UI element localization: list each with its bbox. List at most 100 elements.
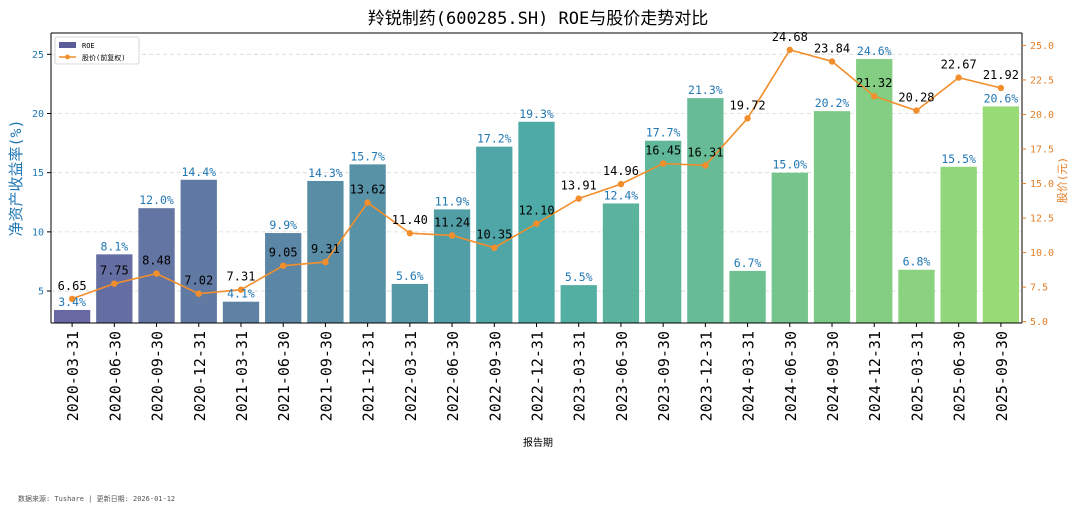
x-tick-label: 2024-06-30 [782,331,800,421]
roe-label: 12.4% [604,188,639,202]
roe-bar [644,140,682,323]
roe-bar [222,301,260,323]
roe-bar [729,270,766,323]
price-label: 7.02 [184,274,213,288]
right-tick-label: 5.0 [1030,317,1048,328]
x-tick-label: 2020-03-31 [64,331,82,421]
right-tick-label: 25.0 [1030,41,1054,52]
price-marker [575,195,582,202]
x-axis-title: 报告期 [523,436,553,449]
price-label: 11.40 [392,213,428,227]
roe-label: 4.1% [227,287,255,301]
price-label: 7.75 [100,264,129,278]
price-label: 13.62 [350,183,386,197]
roe-bars [53,59,1020,323]
legend-marker-price [65,54,70,60]
roe-label: 12.0% [139,193,174,207]
roe-bar [391,283,429,323]
price-label: 9.31 [311,242,340,256]
legend-label-price: 股价(前复权) [82,53,125,62]
chart-title: 羚锐制药(600285.SH) ROE与股价走势对比 [368,9,709,29]
price-marker [237,286,245,293]
x-tick-label: 2020-12-31 [191,331,209,421]
roe-label: 8.1% [100,239,128,253]
roe-bar [898,269,935,323]
x-tick-label: 2023-06-30 [613,331,631,421]
price-marker [828,58,836,65]
roe-label: 21.3% [688,83,723,97]
left-tick-label: 20 [32,109,44,120]
roe-label: 6.7% [734,256,762,270]
price-marker [871,93,878,100]
right-tick-label: 22.5 [1030,75,1054,86]
x-tick-label: 2023-12-31 [697,331,715,421]
x-tick-label: 2024-09-30 [824,331,842,421]
right-tick-label: 17.5 [1030,145,1054,156]
right-tick-label: 15.0 [1030,179,1054,190]
roe-bar [476,146,513,323]
price-label: 6.65 [58,279,87,293]
price-label: 16.45 [645,144,681,158]
roe-bar [687,98,724,323]
roe-bar [771,172,808,323]
price-marker [913,107,920,114]
price-label: 21.92 [983,68,1019,82]
left-tick-label: 25 [32,50,44,61]
roe-label: 11.9% [435,194,470,208]
x-tick-label: 2023-09-30 [655,331,673,421]
price-marker [195,290,202,297]
price-label: 11.24 [434,215,470,229]
x-tick-label: 2022-12-31 [529,331,547,421]
price-marker [406,230,414,237]
x-tick-label: 2022-03-31 [402,331,420,421]
price-label: 21.32 [856,76,892,90]
roe-label: 5.5% [565,270,593,284]
roe-label: 14.3% [308,166,343,180]
price-line [68,46,1005,303]
roe-label: 14.4% [181,165,216,179]
price-label: 13.91 [561,179,597,193]
roe-label: 19.3% [519,107,554,121]
legend-label-roe: ROE [82,42,95,50]
price-marker [448,232,456,239]
price-label: 8.48 [142,254,171,268]
price-label: 23.84 [814,41,850,55]
price-marker [702,162,709,169]
x-tick-label: 2023-03-31 [571,331,589,421]
price-marker [786,46,794,54]
roe-bar [180,179,217,323]
right-tick-label: 10.0 [1030,248,1054,259]
roe-label: 17.7% [646,126,681,140]
price-marker [68,295,76,303]
price-marker [364,199,371,206]
price-marker [955,74,962,81]
right-axis-title: 股价(元) [1056,157,1069,203]
roe-label: 3.4% [58,295,86,309]
roe-bar [307,180,344,323]
x-tick-label: 2024-03-31 [740,331,758,421]
x-tick-label: 2020-06-30 [106,331,124,421]
price-label: 9.05 [269,246,298,260]
price-marker [744,115,751,122]
x-tick-label: 2022-06-30 [444,331,462,421]
right-tick-label: 12.5 [1030,214,1054,225]
price-marker [997,84,1005,92]
axes: 5 10 15 20 25 5.0 7.5 10.0 12.5 15.0 17.5 20.0 22.5 2… [7,32,1069,449]
price-marker [153,270,160,277]
price-label: 7.31 [227,270,256,284]
price-label: 24.68 [772,30,808,44]
price-label: 22.67 [941,58,977,72]
x-tick-label: 2021-06-30 [275,331,293,421]
data-source-footer: 数据来源: Tushare | 更新日期: 2026-01-12 [18,495,176,503]
right-tick-label: 20.0 [1030,110,1054,121]
price-marker [617,180,625,188]
roe-bar [349,164,386,323]
price-label: 19.72 [730,98,766,112]
roe-bar [856,59,893,323]
price-marker [659,160,667,167]
roe-label: 24.6% [857,44,892,58]
left-axis-title: 净资产收益率(%) [7,119,25,236]
x-tick-label: 2025-03-31 [908,331,926,421]
roe-label: 15.5% [941,152,976,166]
